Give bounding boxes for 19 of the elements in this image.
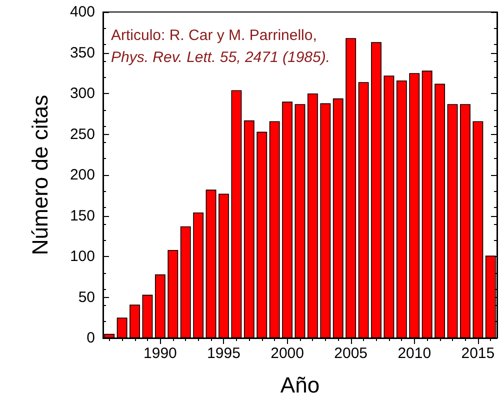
annotation: Articulo: R. Car y M. Parrinello, [111, 27, 317, 44]
x-tick-label: 2010 [398, 345, 432, 362]
x-tick-label: 2005 [334, 345, 368, 362]
y-tick-label: 250 [70, 126, 95, 143]
y-tick-label: 0 [86, 330, 95, 346]
x-axis-title: Año [280, 372, 320, 398]
y-tick-label: 50 [78, 288, 95, 306]
y-tick-label: 300 [70, 85, 95, 102]
x-tick-label: 1995 [207, 345, 240, 362]
y-tick-label: 200 [70, 166, 95, 184]
annotation: Phys. Rev. Lett. 55, 2471 (1985). [111, 49, 330, 66]
y-tick-label: 100 [70, 248, 95, 265]
y-tick-label: 150 [70, 207, 95, 224]
x-tick-label: 1990 [144, 345, 177, 362]
y-axis-title: Número de citas [28, 94, 52, 256]
y-tick-label: 400 [70, 4, 95, 20]
x-tick-label: 2015 [461, 345, 495, 362]
x-tick-label: 2000 [270, 345, 304, 362]
y-tick-label: 350 [70, 44, 95, 62]
